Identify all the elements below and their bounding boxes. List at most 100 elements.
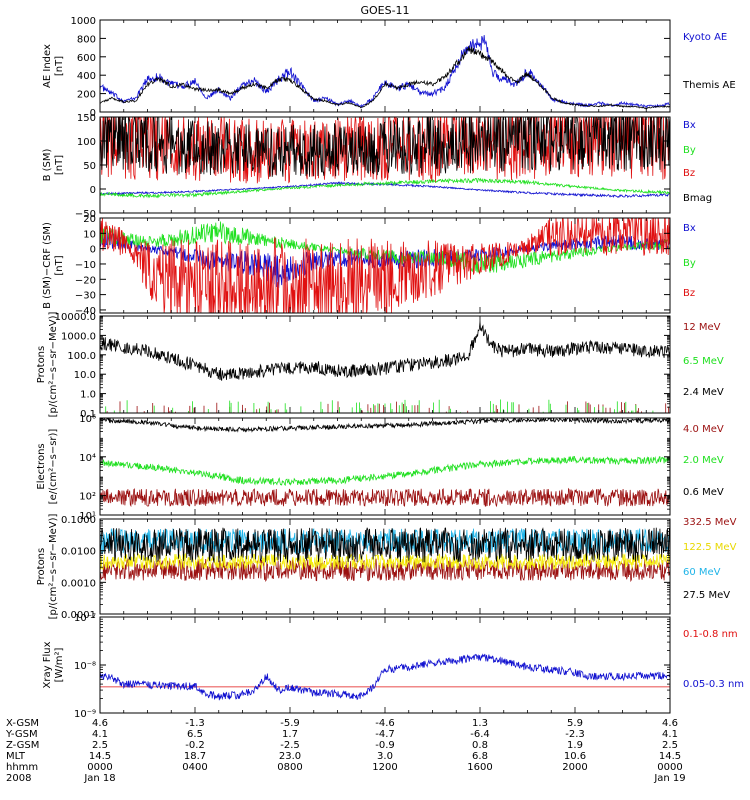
panel-1: −50 0 50 100 150 B (SM)[nT] Bx By Bz Bmag [42,113,712,220]
y-axis-label-line: AE Index [42,44,53,88]
ephemeris-value-zgsm: -0.2 [185,740,205,751]
y-tick-label: 10¹ [79,511,96,522]
y-tick-label: −10 [75,260,96,271]
y-tick-label: 0 [90,185,96,196]
ephemeris-value-ygsm: 6.5 [187,729,203,740]
ephemeris-value-ygsm: 4.1 [92,729,108,740]
y-axis-label-line: [nT] [54,56,65,76]
ephemeris-value-xgsm: 1.3 [472,718,488,729]
legend-entry: 2.4 MeV [683,387,724,398]
legend-entry: 2.0 MeV [683,455,724,466]
ephemeris-value-mlt: 10.6 [564,751,586,762]
ephemeris-value-xgsm: 5.9 [567,718,583,729]
series-line-4-1 [100,455,670,486]
y-tick-label: 50 [83,161,96,172]
ephemeris-value-xgsm: 4.6 [92,718,108,729]
y-tick-label: 600 [77,53,96,64]
ephemeris-value-ygsm: 1.7 [282,729,298,740]
ephemeris-value-hhmm: 1600 [467,762,492,773]
series-line-4-0 [100,487,670,508]
ephemeris-value-mlt: 14.5 [89,751,111,762]
ephemeris-row-label: Y-GSM [5,729,38,740]
ephemeris-row-label: Z-GSM [6,740,39,751]
y-tick-label: 10⁻⁹ [74,709,96,720]
y-axis-label-line: [e/(cm²−s−sr)] [48,429,59,505]
ephemeris-row-label: MLT [6,751,26,762]
ephemeris-value-zgsm: 1.9 [567,740,583,751]
panel-6: 10⁻⁹ 10⁻⁸ 10⁻⁷ Xray Flux[W/m²] 0.1-0.8 nm 0.0… [42,613,744,720]
ephemeris-value-zgsm: 2.5 [92,740,108,751]
panel-5: 0.00010.00100.01000.1000Protons[p/(cm²−s… [36,513,737,621]
legend-entry: Bx [683,120,696,131]
series-line-5-1 [100,552,670,572]
y-axis-label-line: Xray Flux [42,641,53,688]
legend-entry: 12 MeV [683,322,721,333]
legend-entry: Bmag [683,193,712,204]
y-tick-label: 0.0100 [61,547,96,558]
legend-entry: Themis AE [682,80,736,91]
ephemeris-value-mlt: 23.0 [279,751,301,762]
ephemeris-value-zgsm: -2.5 [280,740,300,751]
y-axis-label-line: Electrons [36,443,47,489]
ephemeris-value-zgsm: 2.5 [662,740,678,751]
legend-entry: Kyoto AE [683,32,727,43]
ephemeris-value-xgsm: -4.6 [375,718,395,729]
y-tick-label: 10² [79,492,96,503]
legend-entry: 122.5 MeV [683,542,737,553]
series-line-1-3 [100,117,670,177]
y-axis-label: Xray Flux[W/m²] [42,641,65,688]
y-axis-label-line: [p/(cm²−s−sr−MeV)] [48,311,59,417]
y-tick-label: 400 [77,71,96,82]
y-tick-label: −20 [75,275,96,286]
panel-frame [99,19,671,113]
y-axis-label-line: [nT] [54,155,65,175]
series-line-1-1 [100,177,670,199]
y-axis-label: Protons[p/(cm²−s−sr−MeV)] [36,513,59,619]
series-line-3-0 [100,401,669,413]
ephemeris-value-ygsm: -4.7 [375,729,395,740]
y-axis-label: Electrons[e/(cm²−s−sr)] [36,429,59,505]
y-tick-label: 1000.0 [61,331,96,342]
y-tick-label: 10000.0 [55,312,96,323]
ephemeris-value-zgsm: -0.9 [375,740,395,751]
series-line-6-1 [100,653,670,701]
series-line-3-2 [100,321,670,381]
legend-entry: 27.5 MeV [683,590,730,601]
y-tick-label: 1000 [71,16,96,27]
y-tick-label: 10⁶ [79,414,96,425]
y-axis-label: B (SM)[nT] [42,148,65,181]
panel-4: 10¹ 10² 10⁴ 10⁶ Electrons[e/(cm²−s−sr)] 4.0 M… [36,414,724,522]
y-axis-label-line: B (SM) [42,148,53,181]
ephemeris-value-ygsm: -2.3 [565,729,585,740]
series-line-0-1 [100,45,670,110]
ephemeris-row-label: X-GSM [6,718,39,729]
ephemeris-value-hhmm: 0400 [182,762,207,773]
y-tick-label: 1.0 [80,390,96,401]
y-axis-label: AE Index[nT] [42,44,65,88]
ephemeris-value-mlt: 3.0 [377,751,393,762]
y-tick-label: 10 [83,229,96,240]
ephemeris-row-label: 2008 [6,773,31,784]
ephemeris-value-hhmm: 2000 [562,762,587,773]
legend-entry: Bz [683,288,695,299]
y-tick-label: −50 [75,209,96,220]
y-tick-label: 0.1 [80,409,96,420]
legend-entry: By [683,145,696,156]
y-tick-label: 20 [83,214,96,225]
y-tick-label: 10⁻⁸ [74,661,96,672]
series-line-2-2 [100,218,670,313]
y-tick-label: 10.0 [74,370,96,381]
y-tick-label: 150 [77,113,96,124]
y-axis-label-line: Protons [36,346,47,383]
panel-2: −40 −30 −20 −10 0 10 20 B (SM)−CRF (SM)[nT] Bx By… [42,214,696,317]
y-tick-label: 200 [77,90,96,101]
legend-entry: 4.0 MeV [683,424,724,435]
legend-entry: By [683,258,696,269]
y-axis-label-line: B (SM)−CRF (SM) [42,222,53,309]
y-axis-label-line: [nT] [54,255,65,275]
ephemeris-value-xgsm: 4.6 [662,718,678,729]
ephemeris-value-hhmm: 0000 [87,762,112,773]
ephemeris-row-label: hhmm [6,762,38,773]
ephemeris-value-mlt: 14.5 [659,751,681,762]
y-tick-label: 10⁻⁷ [74,613,96,624]
